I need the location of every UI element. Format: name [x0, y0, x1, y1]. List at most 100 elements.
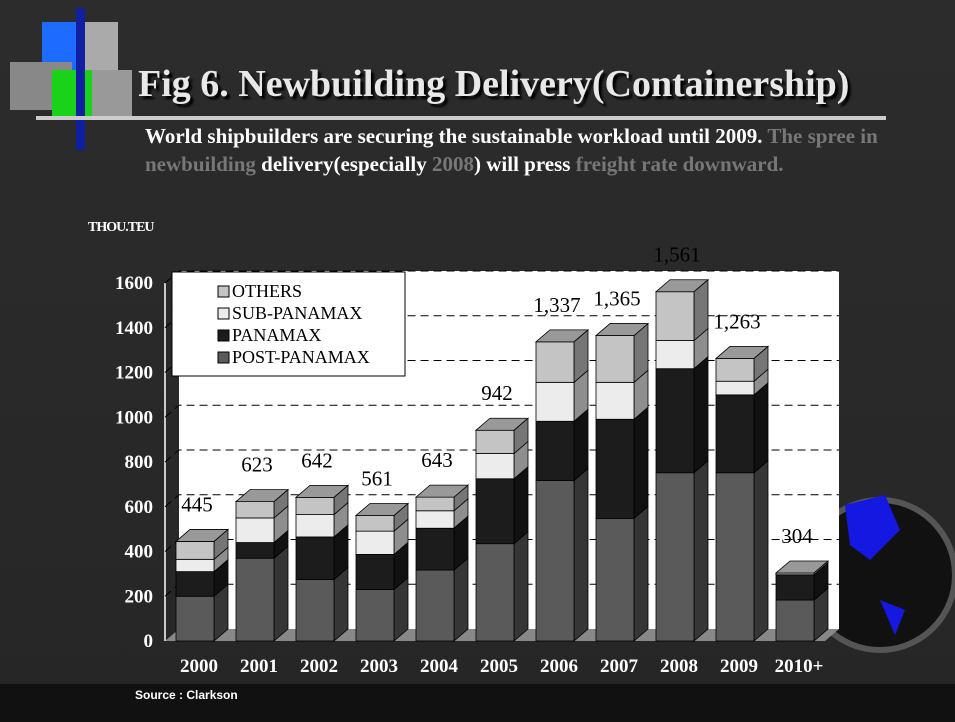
bar-side [633, 406, 649, 520]
subtitle-part: delivery(especially [261, 152, 427, 176]
subtitle-part: The spree in newbuilding [145, 124, 878, 176]
title: Fig 6. Newbuilding Delivery(Containershi… [138, 63, 850, 105]
bar [655, 340, 695, 370]
legend-swatch [217, 285, 230, 298]
deco [76, 8, 85, 150]
bar [415, 527, 455, 571]
bar [595, 418, 635, 519]
total-label: 304 [781, 524, 813, 548]
bar [415, 510, 455, 529]
bar [655, 472, 695, 642]
globe-land [845, 495, 905, 635]
bar [175, 571, 215, 597]
legend-label: PANAMAX [232, 325, 321, 345]
y-tick-label: 200 [125, 586, 154, 607]
bar [535, 381, 575, 422]
bar [535, 341, 575, 383]
bar-side [453, 557, 469, 642]
bar [775, 574, 815, 601]
y-tick-label: 600 [125, 497, 154, 518]
x-tick-label: 2000 [180, 656, 218, 677]
bar [715, 380, 755, 396]
bar [715, 472, 755, 642]
x-tick-label: 2001 [240, 656, 278, 677]
bar-side [513, 465, 529, 545]
y-tick-label: 1000 [115, 407, 153, 428]
y-tick-label: 0 [144, 631, 154, 652]
legend-label: SUB-PANAMAX [232, 303, 362, 323]
legend-swatch [217, 329, 230, 342]
total-label: 942 [481, 381, 513, 405]
legend-box [171, 271, 406, 377]
x-tick-label: 2003 [360, 656, 398, 677]
bar-top [534, 329, 590, 343]
total-label: 643 [421, 448, 453, 472]
x-tick-label: 2010+ [775, 656, 824, 677]
bar-top [654, 279, 710, 293]
bar [655, 291, 695, 341]
bar [355, 589, 395, 642]
subtitle: World shipbuilders are securing the sust… [145, 122, 885, 178]
bar-top [174, 529, 230, 542]
total-label: 623 [241, 453, 273, 477]
bar [355, 515, 395, 532]
bar [655, 368, 695, 474]
total-label: 1,337 [533, 293, 580, 317]
total-label: 1,561 [653, 243, 700, 267]
bar [235, 501, 275, 519]
subtitle-part: 2008 [432, 152, 475, 176]
bar [295, 579, 335, 642]
bar-top [414, 484, 470, 498]
bar [415, 496, 455, 512]
y-tick-label: 800 [125, 452, 154, 473]
subtitle-part: World shipbuilders are securing the sust… [145, 124, 763, 148]
bar-top [594, 323, 650, 336]
source: Source : Clarkson [135, 688, 238, 702]
bar-top [474, 417, 530, 431]
y-axis-label: THOU.TEU [88, 220, 155, 235]
bar [295, 496, 335, 515]
bar [595, 517, 635, 642]
subtitle-part: ) will press [474, 152, 571, 176]
bar-side [633, 505, 649, 642]
bar [175, 595, 215, 642]
bar-top [354, 503, 410, 516]
bar [475, 478, 515, 545]
bar-side [273, 545, 289, 642]
bar-side [753, 382, 769, 474]
bar [595, 381, 635, 420]
bar [175, 541, 215, 560]
x-tick-label: 2002 [300, 656, 338, 677]
total-label: 445 [181, 492, 213, 516]
bar [295, 536, 335, 580]
bar [535, 420, 575, 481]
x-tick-label: 2007 [600, 656, 639, 677]
bar [535, 480, 575, 642]
bar-side [333, 566, 349, 642]
bar-top [234, 489, 290, 503]
total-label: 1,365 [593, 287, 640, 311]
footer-band [0, 684, 955, 722]
bar-side [573, 467, 589, 642]
bar [475, 429, 515, 454]
bar [295, 514, 335, 538]
bar-top [294, 484, 350, 498]
x-tick-label: 2006 [540, 656, 578, 677]
subtitle-part: freight rate downward. [575, 152, 784, 176]
bar [235, 542, 275, 559]
total-label: 642 [301, 448, 333, 472]
y-tick-label: 1200 [115, 363, 153, 384]
deco [92, 70, 132, 116]
legend-label: POST-PANAMAX [232, 347, 370, 367]
total-label: 561 [361, 466, 393, 490]
bar [475, 543, 515, 642]
bar [475, 453, 515, 480]
bar-side [693, 459, 709, 642]
bar [175, 558, 215, 573]
legend-swatch [217, 351, 230, 364]
bar-side [513, 530, 529, 642]
y-tick-label: 400 [125, 542, 154, 563]
title-rule [36, 116, 886, 120]
bar-side [753, 459, 769, 642]
bar-top [714, 346, 770, 359]
